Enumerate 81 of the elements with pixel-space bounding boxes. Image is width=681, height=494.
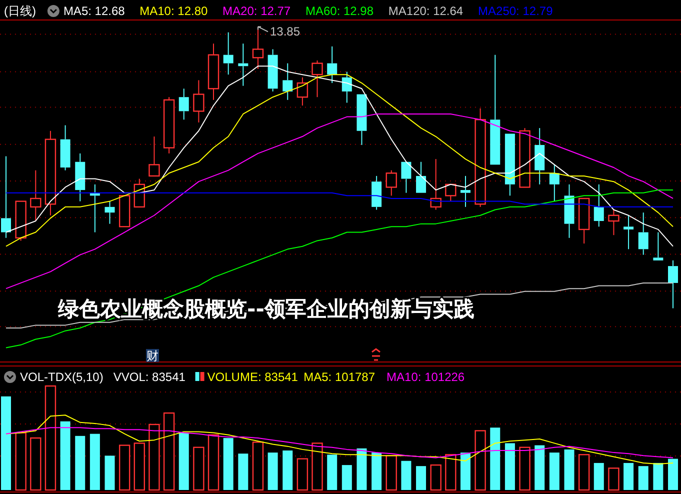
candlestick [178,88,189,120]
bar [296,458,308,491]
bar [534,445,545,490]
text: MA120: 12.64 [388,4,464,18]
bar [163,412,175,491]
text: MA20: 12.77 [222,4,291,18]
text: MA5: 101787 [304,370,376,384]
bar [624,462,634,490]
bar [118,444,130,491]
annotation: 13.85 [270,24,300,39]
bar [356,448,367,490]
candlestick [104,200,115,224]
bar [208,434,220,491]
bar [15,432,26,491]
bar [668,458,678,490]
candlestick [268,48,278,92]
bar [474,430,486,491]
bar [638,466,648,490]
candlestick [460,175,470,208]
bar [564,449,574,490]
bar [268,452,278,490]
candlestick [193,80,204,123]
bar [594,462,604,490]
candlestick [624,214,634,250]
bar [401,460,412,490]
chart-title: VOL-TDX(5,10) [20,370,104,384]
candlestick [372,175,382,210]
legend-label: VOLUME: 83541 [207,370,298,384]
candlestick [534,128,545,185]
candlestick [208,43,220,100]
text: MA10: 101226 [386,370,465,384]
candlestick [668,260,678,309]
bar [104,456,115,490]
candlestick [252,26,264,70]
candlestick [223,32,234,76]
bar [490,428,500,490]
candlestick [594,184,604,228]
bar [60,421,70,490]
candlestick [60,124,70,171]
bar [90,434,100,490]
bar [578,454,590,491]
candlestick [1,156,11,238]
bar [549,452,560,490]
text: MA60: 12.98 [305,4,374,18]
candlestick [75,152,86,202]
bar [342,465,352,490]
text: MA10: 12.80 [140,4,208,18]
bar [372,452,382,490]
bar [75,436,86,490]
bar [238,454,248,490]
candlestick [474,108,486,208]
bar [148,424,160,491]
bar [519,446,530,491]
bar [460,452,470,490]
bar [416,466,426,490]
candlestick [30,170,42,222]
candlestick [282,62,293,100]
chart-subtitle: (日线) [4,4,36,18]
bar [504,443,515,490]
bar [653,462,664,490]
text: MA5: 12.68 [63,4,126,18]
bar [282,450,293,490]
candlestick [638,212,648,256]
chart-subtitle: VVOL: 83541 [113,370,186,384]
bar [327,454,338,490]
bar [430,464,442,491]
candlestick [564,184,574,238]
text: 财 [146,349,158,363]
bar [30,437,42,491]
text: MA250: 12.79 [478,4,554,18]
bar [178,432,189,490]
bar [252,442,264,491]
bar [608,468,620,491]
bar [134,442,145,491]
bar [312,442,323,491]
bar [44,385,56,491]
bar [1,396,11,490]
bar [223,438,234,490]
bar [193,446,204,491]
bar [445,454,456,491]
bar [386,455,397,491]
